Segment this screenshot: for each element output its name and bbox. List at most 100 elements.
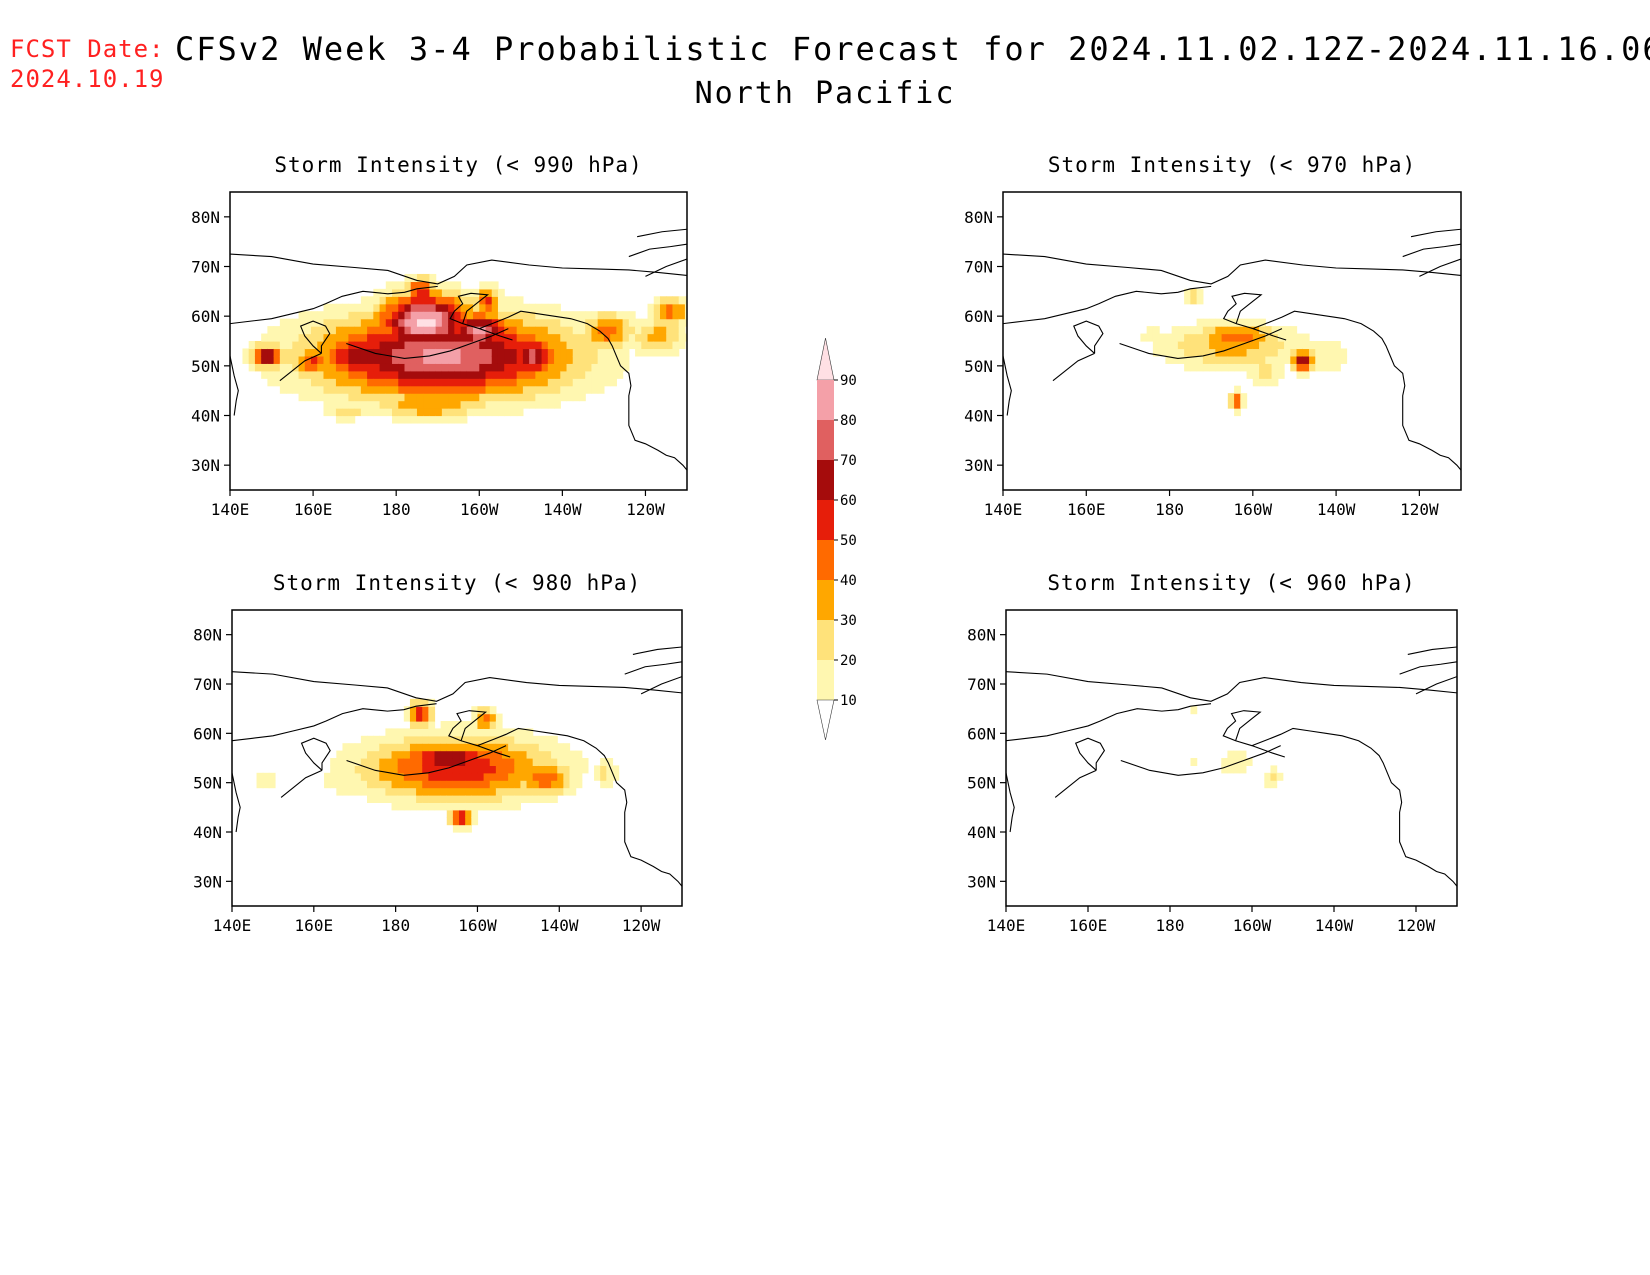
lon-tick-label: 180 [382,500,411,519]
prob-cell [544,772,552,781]
prob-cell [422,706,429,715]
prob-cell [448,303,455,312]
prob-cell [672,326,680,335]
prob-cell [1259,341,1266,350]
prob-cell [435,378,443,387]
prob-cell [286,326,293,335]
prob-cell [522,326,530,335]
prob-cell [504,296,512,305]
prob-cell [429,415,437,424]
prob-cell [491,303,499,312]
prob-cell [659,326,667,335]
prob-cell [610,348,617,357]
prob-cell [440,795,448,803]
colorbar-label: 80 [840,413,857,429]
prob-cell [435,355,443,364]
prob-cell [311,363,318,372]
prob-cell [416,721,423,729]
prob-cell [354,408,362,417]
colorbar-swatch [817,380,834,420]
prob-cell [323,363,331,372]
prob-cell [422,765,429,774]
prob-cell [416,385,424,394]
prob-cell [335,378,343,387]
prob-cell [479,408,487,417]
prob-cell [495,728,503,737]
prob-cell [1177,341,1185,350]
prob-cell [459,802,466,811]
prob-cell [491,363,499,372]
lon-tick-label: 180 [1156,916,1185,935]
prob-cell [541,318,549,327]
prob-cell [323,326,331,335]
coastline [1402,243,1461,258]
prob-cell [1265,326,1273,335]
prob-cell [572,393,580,402]
prob-cell [336,772,344,781]
prob-cell [471,817,479,826]
coastline [449,292,490,325]
prob-cell [578,355,586,364]
prob-cell [495,743,503,752]
prob-cell [616,326,624,335]
map-frame [1005,609,1458,907]
prob-cell [409,758,417,766]
prob-cell [497,400,505,409]
prob-cell [397,802,405,811]
prob-cell [489,728,497,737]
prob-cell [392,281,399,290]
prob-cell [267,378,275,387]
prob-cell [504,370,512,379]
prob-cell [242,348,250,357]
prob-cell [286,370,293,379]
prob-cell [516,393,524,402]
prob-cell [446,817,454,826]
prob-cell [647,348,655,357]
prob-cell [1309,355,1316,364]
prob-cell [606,780,614,789]
prob-cell [367,363,374,372]
prob-cell [628,341,636,350]
prob-cell [323,318,331,327]
prob-cell [1259,326,1266,335]
prob-cell [1240,318,1248,327]
prob-cell [1340,355,1348,364]
prob-cell [435,296,443,305]
panel-title: Storm Intensity (< 960 hPa) [1047,571,1415,595]
prob-cell [404,348,412,357]
prob-cell [566,385,574,394]
prob-cell [286,333,293,342]
prob-cell [1271,370,1279,379]
prob-cell [465,809,472,818]
prob-cell [440,721,448,729]
prob-cell [1209,318,1216,327]
prob-cell [317,318,325,327]
prob-cell [440,750,448,759]
prob-cell [538,795,546,803]
prob-cell [497,333,505,342]
prob-cell [1284,333,1291,342]
prob-cell [659,318,667,327]
prob-cell [373,385,381,394]
prob-cell [502,750,509,759]
prob-cell [491,296,499,305]
prob-cell [279,385,287,394]
prob-cell [404,385,412,394]
prob-cell [1221,333,1229,342]
page-title: CFSv2 Week 3-4 Probabilistic Forecast fo… [175,30,1650,68]
prob-cell [684,318,687,327]
prob-cell [398,326,406,335]
prob-cell [348,400,356,409]
prob-cell [373,787,380,796]
prob-cell [392,385,399,394]
prob-cell [304,333,312,342]
prob-cell [435,288,443,297]
prob-cell [429,296,437,305]
prob-cell [385,296,393,305]
prob-cell [569,758,577,766]
coastline [1073,320,1104,354]
prob-cell [360,772,368,781]
prob-cell [403,743,411,752]
prob-cell [392,415,399,424]
